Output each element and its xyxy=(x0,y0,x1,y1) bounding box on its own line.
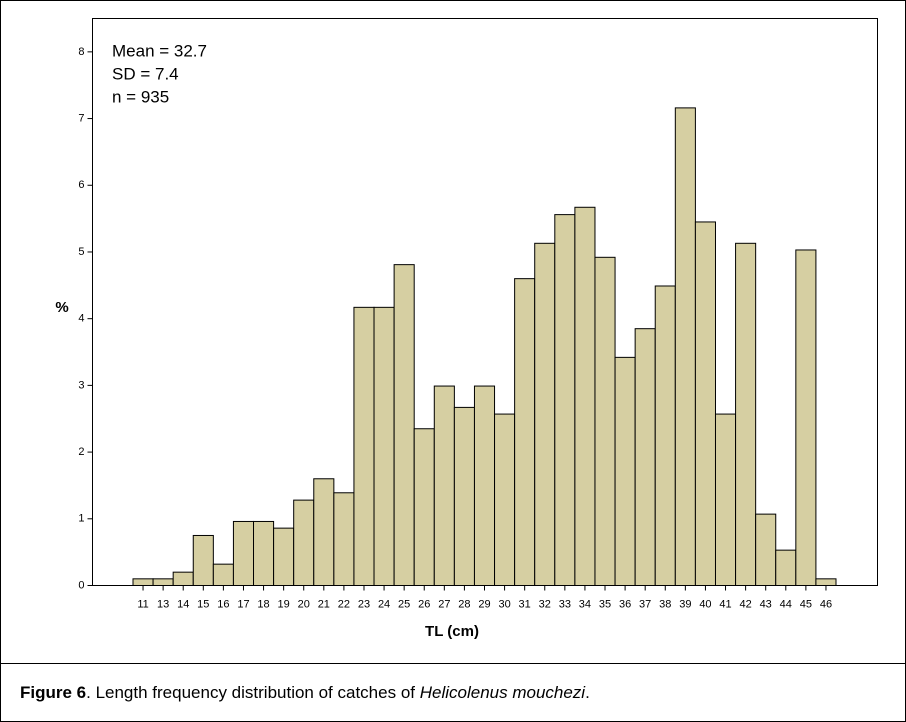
y-tick-label: 8 xyxy=(78,46,84,58)
bar xyxy=(514,278,536,586)
x-tick-label: 23 xyxy=(358,598,370,610)
bar xyxy=(674,107,696,586)
bar xyxy=(132,578,154,586)
y-tick-label: 7 xyxy=(78,112,84,124)
annotation: SD = 7.4 xyxy=(112,64,179,83)
bar xyxy=(253,520,275,586)
x-tick-label: 46 xyxy=(820,598,832,610)
y-tick-label: 0 xyxy=(78,579,84,591)
x-tick-label: 37 xyxy=(639,598,651,610)
x-tick-label: 22 xyxy=(338,598,350,610)
x-tick-label: 33 xyxy=(559,598,571,610)
caption-end: . xyxy=(585,683,590,702)
bar xyxy=(453,406,475,586)
caption: Figure 6. Length frequency distribution … xyxy=(20,683,590,702)
x-axis-label: TL (cm) xyxy=(425,623,479,640)
bar xyxy=(614,356,636,586)
x-tick-label: 26 xyxy=(418,598,430,610)
bar xyxy=(815,578,837,586)
bar xyxy=(172,571,194,586)
x-tick-label: 25 xyxy=(398,598,410,610)
bar xyxy=(413,428,435,586)
bar xyxy=(714,413,737,586)
x-tick-label: 20 xyxy=(298,598,310,610)
x-tick-label: 27 xyxy=(438,598,450,610)
y-tick-label: 4 xyxy=(78,313,84,325)
x-tick-label: 16 xyxy=(217,598,229,610)
x-tick-label: 18 xyxy=(257,598,269,610)
bar xyxy=(393,264,415,586)
x-tick-label: 35 xyxy=(599,598,611,610)
bar xyxy=(293,499,315,587)
bar xyxy=(795,249,817,586)
bar xyxy=(574,206,596,586)
bar xyxy=(232,520,255,586)
bar xyxy=(775,549,797,586)
x-tick-label: 19 xyxy=(278,598,290,610)
x-tick-label: 30 xyxy=(498,598,510,610)
bar xyxy=(373,306,395,586)
y-tick-label: 6 xyxy=(78,179,84,191)
y-tick-label: 2 xyxy=(78,446,84,458)
x-tick-label: 17 xyxy=(237,598,249,610)
bar xyxy=(273,527,295,586)
x-tick-label: 34 xyxy=(579,598,591,610)
bar xyxy=(554,214,576,586)
x-tick-label: 13 xyxy=(157,598,169,610)
x-tick-label: 41 xyxy=(719,598,731,610)
x-tick-label: 44 xyxy=(780,598,792,610)
x-tick-label: 28 xyxy=(458,598,470,610)
x-tick-label: 24 xyxy=(378,598,390,610)
bar xyxy=(534,242,556,586)
annotation: Mean = 32.7 xyxy=(112,41,207,60)
annotation: n = 935 xyxy=(112,87,169,106)
x-tick-label: 32 xyxy=(539,598,551,610)
bar xyxy=(755,513,777,586)
x-tick-label: 15 xyxy=(197,598,209,610)
y-tick-label: 5 xyxy=(78,246,84,258)
x-tick-label: 40 xyxy=(699,598,711,610)
caption-text: . Length frequency distribution of catch… xyxy=(86,683,420,702)
bar xyxy=(353,306,375,586)
x-tick-label: 31 xyxy=(519,598,531,610)
bar xyxy=(634,328,656,586)
bar xyxy=(594,256,616,586)
x-tick-label: 29 xyxy=(478,598,490,610)
y-tick-label: 3 xyxy=(78,379,84,391)
x-tick-label: 38 xyxy=(659,598,671,610)
x-tick-label: 43 xyxy=(760,598,772,610)
bar xyxy=(333,492,355,586)
x-tick-label: 11 xyxy=(137,598,148,610)
bar xyxy=(494,413,516,586)
x-tick-label: 14 xyxy=(177,598,189,610)
bar xyxy=(152,578,174,586)
x-tick-label: 36 xyxy=(619,598,631,610)
bar xyxy=(313,478,335,587)
y-axis-label: % xyxy=(55,299,68,316)
bar xyxy=(192,534,214,586)
bar xyxy=(654,285,676,586)
caption-label: Figure 6 xyxy=(20,683,86,702)
x-tick-label: 42 xyxy=(739,598,751,610)
bar xyxy=(212,563,234,586)
bar xyxy=(694,221,716,586)
bar xyxy=(473,385,496,586)
y-tick-label: 1 xyxy=(78,513,84,525)
bar xyxy=(735,242,757,586)
bar xyxy=(433,385,455,586)
caption-species: Helicolenus mouchezi xyxy=(420,683,587,702)
x-tick-label: 39 xyxy=(679,598,691,610)
x-tick-label: 21 xyxy=(318,598,330,610)
x-tick-label: 45 xyxy=(800,598,812,610)
